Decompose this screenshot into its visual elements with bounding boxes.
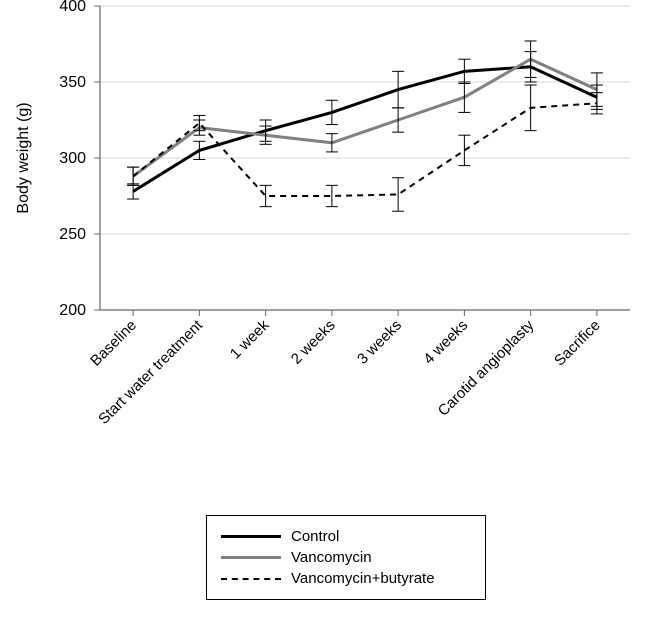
legend-label: Vancomycin [291,549,372,566]
x-tick-label: 1 week [227,316,273,362]
x-tick-label: Sacrifice [551,317,604,370]
legend-sample [221,535,281,538]
y-tick-label: 400 [59,0,86,15]
legend-label: Vancomycin+butyrate [291,570,435,587]
legend-sample [221,556,281,559]
y-tick-label: 200 [59,302,86,319]
x-tick-label: 4 weeks [420,317,471,368]
legend: Control Vancomycin Vancomycin+butyrate [206,515,486,600]
y-tick-label: 350 [59,74,86,91]
legend-row: Control [221,528,471,545]
legend-row: Vancomycin+butyrate [221,570,471,587]
chart-container: 200250300350400BaselineStart water treat… [0,0,664,637]
x-tick-label: Baseline [87,317,140,370]
x-tick-label: 2 weeks [288,317,339,368]
legend-sample [221,578,281,580]
legend-row: Vancomycin [221,549,471,566]
y-tick-label: 250 [59,226,86,243]
y-axis-label: Body weight (g) [15,102,32,213]
y-tick-label: 300 [59,150,86,167]
legend-label: Control [291,528,339,545]
x-tick-label: 3 weeks [354,317,405,368]
series-line [133,59,597,176]
